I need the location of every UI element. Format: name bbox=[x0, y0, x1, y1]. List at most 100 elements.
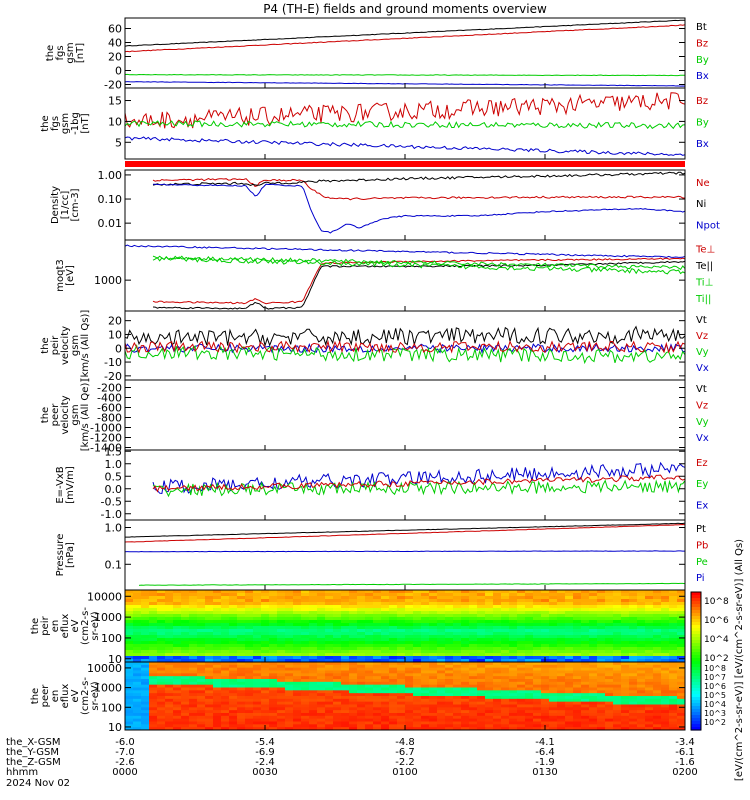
spectrogram-cell bbox=[253, 687, 262, 691]
spectrogram-cell bbox=[205, 670, 214, 674]
spectrogram-cell bbox=[213, 626, 222, 630]
spectrogram-cell bbox=[213, 596, 222, 600]
spectrogram-cell bbox=[573, 696, 582, 700]
spectrogram-cell bbox=[181, 656, 190, 660]
spectrogram-cell bbox=[173, 626, 182, 630]
spectrogram-cell bbox=[661, 596, 670, 600]
spectrogram-cell bbox=[637, 623, 646, 627]
series-by-line bbox=[125, 120, 685, 130]
spectrogram-cell bbox=[541, 620, 550, 624]
spectrogram-cell bbox=[525, 696, 534, 700]
spectrogram-cell bbox=[653, 684, 662, 689]
spectrogram-cell bbox=[541, 690, 550, 694]
spectrogram-cell bbox=[189, 656, 198, 660]
spectrogram-cell bbox=[309, 721, 318, 725]
spectrogram-cell bbox=[309, 653, 318, 657]
spectrogram-cell bbox=[397, 590, 406, 594]
spectrogram-cell bbox=[429, 701, 438, 706]
spectrogram-cell bbox=[301, 602, 310, 606]
spectrogram-cell bbox=[325, 667, 334, 672]
spectrogram-cell bbox=[421, 641, 430, 645]
spectrogram-cell bbox=[205, 673, 214, 677]
spectrogram-cell bbox=[253, 715, 262, 720]
spectrogram-cell bbox=[349, 690, 358, 694]
spectrogram-cell bbox=[397, 614, 406, 618]
spectrogram-cell bbox=[485, 641, 494, 645]
spectrogram-cell bbox=[549, 650, 558, 654]
spectrogram-cell bbox=[645, 670, 654, 674]
spectrogram-cell bbox=[509, 715, 518, 720]
spectrogram-cell bbox=[237, 590, 246, 594]
spectrogram-cell bbox=[549, 673, 558, 677]
spectrogram-cell bbox=[661, 590, 670, 594]
spectrogram-cell bbox=[501, 608, 510, 612]
spectrogram-cell bbox=[229, 664, 238, 669]
spectrogram-cell bbox=[397, 681, 406, 686]
spectrogram-cell bbox=[405, 724, 414, 728]
y-axis-label: eflux bbox=[60, 614, 71, 639]
spectrogram-cell bbox=[341, 614, 350, 618]
spectrogram-cell bbox=[469, 727, 478, 730]
spectrogram-cell bbox=[325, 608, 334, 612]
spectrogram-cell bbox=[197, 653, 206, 657]
spectrogram-cell bbox=[581, 670, 590, 674]
spectrogram-cell bbox=[501, 653, 510, 657]
spectrogram-cell bbox=[349, 693, 358, 697]
spectrogram-cell bbox=[221, 710, 230, 714]
spectrogram-cell bbox=[509, 656, 518, 660]
spectrogram-cell bbox=[661, 701, 670, 706]
spectrogram-cell bbox=[629, 626, 638, 630]
spectrogram-cell bbox=[677, 673, 685, 677]
spectrogram-cell bbox=[365, 724, 374, 728]
spectrogram-cell bbox=[637, 659, 646, 662]
spectrogram-cell bbox=[237, 701, 246, 706]
spectrogram-cell bbox=[157, 593, 166, 597]
spectrogram-cell bbox=[429, 611, 438, 615]
spectrogram-cell bbox=[181, 620, 190, 624]
spectrogram-cell bbox=[309, 614, 318, 618]
spectrogram-cell bbox=[629, 721, 638, 725]
spectrogram-cell bbox=[333, 696, 342, 700]
spectrogram-cell bbox=[197, 623, 206, 627]
spectrogram-cell bbox=[525, 673, 534, 677]
spectrogram-cell bbox=[621, 698, 630, 703]
spectrogram-cell bbox=[517, 676, 526, 680]
spectrogram-cell bbox=[549, 641, 558, 645]
spectrogram-cell bbox=[517, 614, 526, 618]
spectrogram-cell bbox=[149, 590, 158, 594]
colorbar-swatch bbox=[691, 625, 701, 629]
spectrogram-cell bbox=[237, 629, 246, 633]
spectrogram-cell bbox=[605, 727, 614, 730]
spectrogram-cell bbox=[573, 608, 582, 612]
spectrogram-cell bbox=[373, 724, 382, 728]
spectrogram-cell bbox=[581, 662, 590, 666]
spectrogram-cell bbox=[525, 684, 534, 689]
spectrogram-cell bbox=[221, 608, 230, 612]
spectrogram-cell bbox=[429, 599, 438, 603]
spectrogram-cell bbox=[421, 614, 430, 618]
spectrogram-cell bbox=[565, 707, 574, 711]
spectrogram-cell bbox=[221, 605, 230, 609]
spectrogram-cell bbox=[493, 721, 502, 725]
spectrogram-cell bbox=[629, 727, 638, 730]
spectrogram-cell bbox=[597, 608, 606, 612]
spectrogram-cell bbox=[341, 653, 350, 657]
spectrogram-cell bbox=[421, 715, 430, 720]
spectrogram-cell bbox=[629, 611, 638, 615]
spectrogram-cell bbox=[581, 602, 590, 606]
spectrogram-cell bbox=[173, 704, 182, 708]
spectrogram-cell bbox=[621, 635, 630, 639]
spectrogram-cell bbox=[493, 698, 502, 703]
spectrogram-cell bbox=[189, 667, 198, 672]
spectrogram-cell bbox=[221, 707, 230, 711]
spectrogram-cell bbox=[597, 596, 606, 600]
spectrogram-cell bbox=[573, 653, 582, 657]
spectrogram-cell bbox=[253, 710, 262, 714]
spectrogram-cell bbox=[253, 713, 262, 717]
spectrogram-cell bbox=[469, 664, 478, 669]
spectrogram-cell bbox=[261, 690, 270, 694]
spectrogram-cell bbox=[149, 690, 158, 694]
spectrogram-cell bbox=[589, 632, 598, 636]
spectrogram-cell bbox=[181, 605, 190, 609]
